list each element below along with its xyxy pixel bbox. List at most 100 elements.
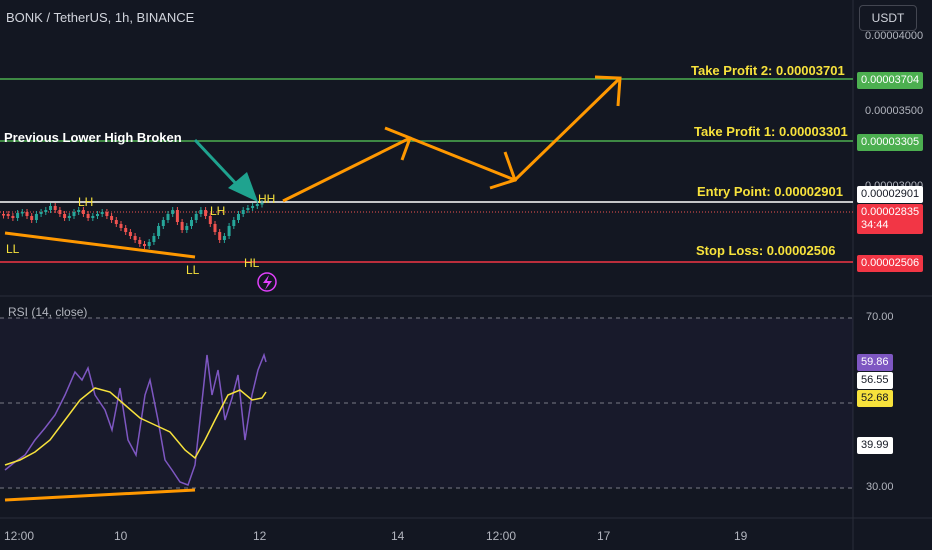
current-price-tag: 0.00002835 34:44 [857,204,924,234]
candle-body [157,226,161,236]
candle-body [222,236,226,240]
symbol-title[interactable]: BONK / TetherUS, 1h, BINANCE [6,10,195,25]
candle-body [124,228,128,232]
candle-body [100,212,104,214]
candle-body [185,226,189,230]
candle-body [119,224,123,228]
candle-body [180,222,184,230]
candle-body [44,210,48,212]
candle-body [138,240,142,244]
candle-body [30,216,34,220]
tp2-label: Take Profit 2: 0.00003701 [691,63,845,78]
candle-body [255,204,259,206]
arrow-head-3 [594,75,622,107]
wave-label-hl: HL [244,256,260,270]
candle-body [34,214,38,220]
tp2-tag: 0.00003704 [857,72,924,89]
wave-label-lh2: LH [210,204,226,218]
candle-body [241,210,245,214]
arrow-head-1 [384,126,412,161]
candle-body [166,214,170,220]
price-tick-1: 0.00004000 [865,30,924,42]
rsi-ma-tag: 52.68 [857,390,893,407]
wave-label-lh1: LH [78,195,94,209]
candle-body [6,214,10,216]
candle-body [143,244,146,246]
candle-body [227,226,231,236]
stop-loss-tag: 0.00002506 [857,255,924,272]
candle-body [58,210,62,214]
candle-body [133,236,137,240]
wave-label-ll2: LL [186,263,200,277]
candle-body [161,220,165,226]
candle-body [232,220,236,226]
time-tick-5: 12:00 [486,529,517,543]
candle-body [63,214,67,218]
candle-body [2,214,5,216]
candle-body [16,213,20,218]
candle-body [110,216,114,220]
candle-body [237,214,240,220]
projection-path [282,76,622,203]
candle-body [194,214,198,220]
candle-body [147,242,151,246]
candle-body [86,214,90,218]
tp1-tag: 0.00003305 [857,134,924,151]
lower-trendline [4,231,196,259]
candle-body [53,206,57,210]
pointer-line [193,138,244,192]
candle-body [25,212,29,216]
candle-body [251,206,255,208]
time-tick-3: 12 [253,529,267,543]
candle-body [77,210,81,212]
candle-body [171,210,175,214]
candle-body [204,210,208,216]
candle-body [39,212,43,214]
currency-button[interactable]: USDT [859,5,917,31]
wave-label-hh: HH [258,192,276,206]
bar-countdown: 34:44 [861,219,889,231]
previous-lower-high-note: Previous Lower High Broken [4,130,182,145]
time-tick-7: 19 [734,529,748,543]
candle-body [91,216,95,218]
candle-body [49,206,52,210]
time-tick-4: 14 [391,529,405,543]
candle-body [114,220,118,224]
time-tick-6: 17 [597,529,611,543]
candle-body [208,216,212,224]
candle-body [199,210,203,214]
wave-label-ll1: LL [6,242,20,256]
candle-body [152,236,156,242]
time-tick-1: 12:00 [4,529,35,543]
candle-body [218,232,222,240]
candle-body [11,216,15,218]
arrow-head-2 [489,151,517,190]
candle-body [105,212,109,216]
candle-body [20,212,24,214]
rsi-39-tag: 39.99 [857,437,893,454]
stop-loss-label: Stop Loss: 0.00002506 [696,243,836,258]
rsi-trendline [4,488,196,502]
tp1-label: Take Profit 1: 0.00003301 [694,124,848,139]
rsi-ma-line [4,387,267,466]
pointer-arrow-head [228,172,258,202]
candle-body [246,208,250,210]
entry-tag: 0.00002901 [857,186,924,203]
candle-body [81,210,85,214]
candle-body [260,203,264,205]
candle-body [96,214,99,216]
candle-body [67,216,71,218]
rsi-value-tag: 59.86 [857,354,893,371]
flash-icon [257,272,277,292]
time-tick-2: 10 [114,529,128,543]
candle-body [128,232,132,236]
candlestick-series [2,200,264,249]
rsi-56-tag: 56.55 [857,372,893,389]
rsi-title[interactable]: RSI (14, close) [8,305,88,319]
entry-label: Entry Point: 0.00002901 [697,184,843,199]
price-tick-2: 0.00003500 [865,105,924,117]
rsi-tick-70: 70.00 [866,311,894,323]
candle-body [190,220,193,226]
flash-icon-bolt [263,275,272,290]
